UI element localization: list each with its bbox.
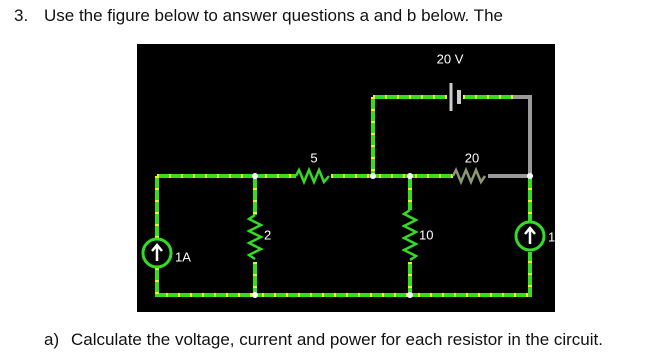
- question-text: Use the figure below to answer questions…: [44, 6, 503, 25]
- resistor-label: 20: [465, 150, 479, 165]
- wires: [155, 95, 532, 297]
- question-number: 3.: [14, 6, 29, 25]
- resistor: [246, 213, 264, 261]
- resistor-label: 2: [264, 227, 271, 242]
- current-source: [141, 237, 173, 269]
- resistor: [294, 166, 330, 186]
- resistor-label: 5: [310, 150, 317, 165]
- battery-label: 20 V: [437, 51, 464, 66]
- resistor: [451, 166, 487, 186]
- resistor: [401, 208, 419, 262]
- subquestion-label: a): [44, 330, 60, 349]
- resistor-label: 10: [419, 227, 433, 242]
- current-source: [514, 220, 546, 252]
- source-label: 1A: [175, 249, 191, 264]
- nodes: [252, 173, 533, 298]
- subquestion-text: Calculate the voltage, current and power…: [71, 330, 603, 349]
- source-label: 1A: [548, 229, 564, 244]
- battery: [449, 83, 461, 111]
